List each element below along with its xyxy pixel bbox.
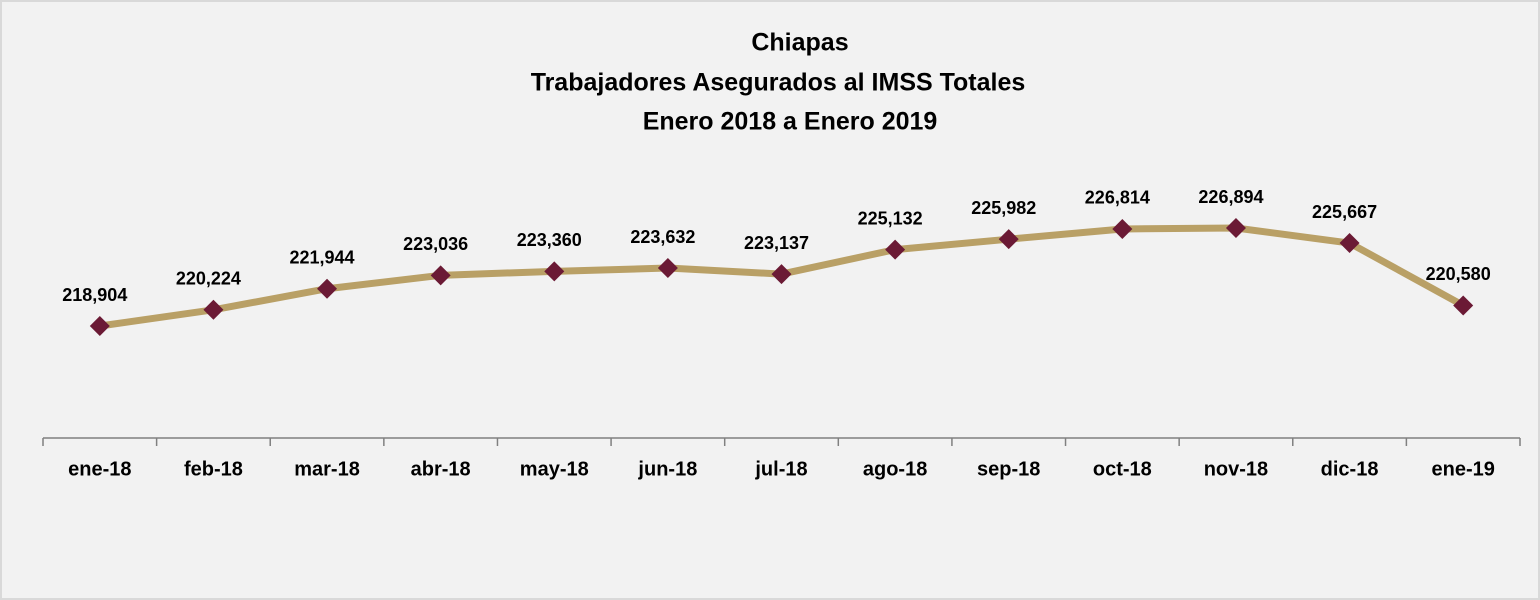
x-tick-label: may-18 bbox=[520, 458, 589, 480]
x-tick-label: jun-18 bbox=[637, 458, 697, 480]
x-tick-label: nov-18 bbox=[1204, 458, 1268, 480]
data-label: 223,137 bbox=[744, 233, 809, 253]
x-tick-label: dic-18 bbox=[1321, 458, 1379, 480]
marker bbox=[430, 265, 451, 286]
data-label: 223,360 bbox=[517, 230, 582, 250]
chart-title: Enero 2018 a Enero 2019 bbox=[643, 108, 938, 136]
chart-title: Chiapas bbox=[751, 29, 848, 57]
data-label: 220,580 bbox=[1426, 264, 1491, 284]
marker bbox=[203, 299, 224, 320]
marker bbox=[544, 261, 565, 282]
data-label: 225,667 bbox=[1312, 202, 1377, 222]
x-tick-label: ene-18 bbox=[68, 458, 131, 480]
x-tick-label: sep-18 bbox=[977, 458, 1040, 480]
data-label: 220,224 bbox=[176, 269, 241, 289]
x-tick-label: feb-18 bbox=[184, 458, 243, 480]
marker bbox=[657, 258, 678, 279]
x-tick-label: oct-18 bbox=[1093, 458, 1152, 480]
marker bbox=[771, 264, 792, 285]
data-label: 225,132 bbox=[858, 208, 923, 228]
marker bbox=[1453, 295, 1474, 316]
x-tick-label: abr-18 bbox=[411, 458, 471, 480]
data-label: 225,982 bbox=[971, 198, 1036, 218]
x-tick-label: jul-18 bbox=[754, 458, 807, 480]
x-tick-label: mar-18 bbox=[294, 458, 360, 480]
marker bbox=[998, 229, 1019, 250]
marker bbox=[1225, 218, 1246, 238]
data-label: 218,904 bbox=[62, 285, 127, 305]
data-label: 223,632 bbox=[630, 227, 695, 247]
chart-title: Trabajadores Asegurados al IMSS Totales bbox=[531, 69, 1026, 97]
marker bbox=[1339, 233, 1360, 254]
data-label: 226,814 bbox=[1085, 188, 1150, 208]
x-tick-label: ago-18 bbox=[863, 458, 927, 480]
data-label: 221,944 bbox=[289, 247, 354, 267]
marker bbox=[885, 239, 906, 260]
data-label: 226,894 bbox=[1198, 187, 1263, 207]
data-label: 223,036 bbox=[403, 234, 468, 254]
marker bbox=[317, 278, 338, 299]
x-tick-label: ene-19 bbox=[1432, 458, 1495, 480]
marker bbox=[1112, 218, 1133, 239]
marker bbox=[89, 316, 110, 336]
